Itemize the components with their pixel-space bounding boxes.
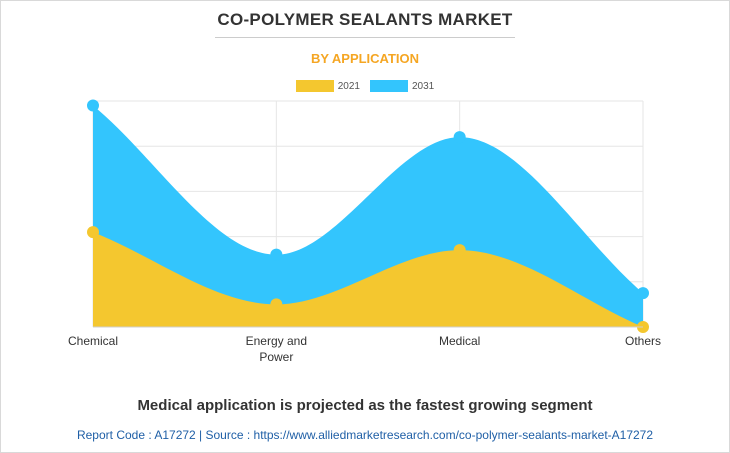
x-tick-label: Energy and Power xyxy=(246,334,307,364)
area-series-2021 xyxy=(93,232,643,327)
legend-swatch-2021 xyxy=(295,80,334,92)
title-divider xyxy=(215,37,515,38)
chart-subtitle: BY APPLICATION xyxy=(310,51,420,66)
x-tick-label: Others xyxy=(625,334,661,348)
legend-swatch-2031 xyxy=(370,80,408,92)
data-point-2021-chemical xyxy=(87,226,99,239)
legend-label-2031: 2031 xyxy=(412,80,435,92)
source-line[interactable]: Report Code : A17272 | Source : https://… xyxy=(76,428,654,442)
x-tick-label: Medical xyxy=(439,334,480,348)
data-point-2031-medical xyxy=(453,131,466,144)
legend-item-2031[interactable]: 2031 xyxy=(370,80,434,92)
data-point-2031-energy-and-power xyxy=(270,248,283,261)
chart-title: CO-POLYMER SEALANTS MARKET xyxy=(217,10,513,29)
legend-item-2021[interactable]: 2021 xyxy=(295,80,360,92)
data-point-2021-energy-and-power xyxy=(270,298,283,311)
chart-footnote: Medical application is projected as the … xyxy=(137,397,593,414)
data-point-2031-others xyxy=(637,287,649,300)
x-tick-label: Chemical xyxy=(68,334,118,348)
legend: 2021 2031 xyxy=(0,80,730,92)
data-point-2031-chemical xyxy=(87,99,99,112)
legend-label-2021: 2021 xyxy=(337,80,360,92)
data-point-2021-medical xyxy=(453,244,466,257)
